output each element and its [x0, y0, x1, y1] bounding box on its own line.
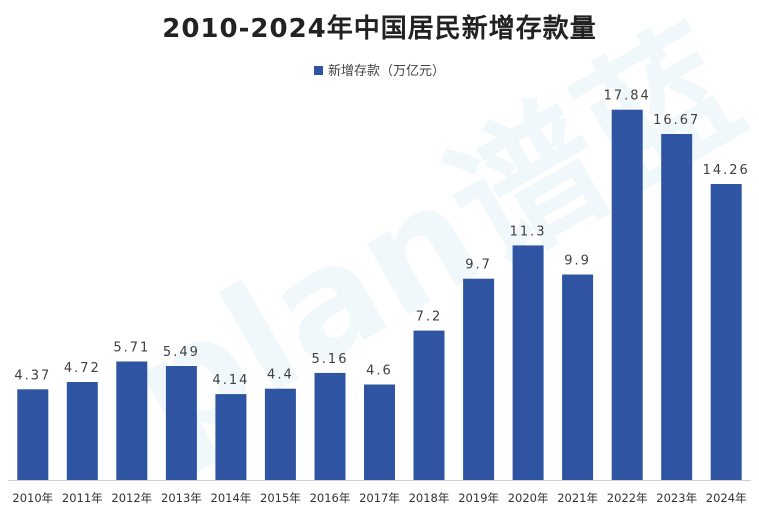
bar-2023年	[661, 134, 693, 480]
bar-2018年	[413, 330, 445, 480]
data-label: 4.37	[14, 368, 51, 383]
bar-2012年	[116, 361, 148, 480]
x-tick-label: 2022年	[607, 491, 648, 505]
data-label: 7.2	[416, 310, 443, 325]
bar-2011年	[66, 382, 98, 480]
data-label: 17.84	[604, 89, 651, 104]
x-tick-label: 2020年	[508, 491, 549, 505]
x-tick-label: 2017年	[359, 491, 400, 505]
x-tick-label: 2016年	[310, 491, 351, 505]
x-tick-label: 2019年	[458, 491, 499, 505]
x-tick-label: 2011年	[62, 491, 103, 505]
bar-2014年	[215, 394, 247, 480]
data-label: 5.49	[163, 345, 200, 360]
x-tick-label: 2015年	[260, 491, 301, 505]
chart-title: 2010-2024年中国居民新增存款量	[162, 14, 597, 44]
data-label: 9.7	[465, 258, 492, 273]
data-label: 14.26	[703, 163, 750, 178]
x-tick-label: 2012年	[111, 491, 152, 505]
x-tick-label: 2018年	[409, 491, 450, 505]
bar-2010年	[17, 389, 49, 480]
data-label: 5.71	[113, 341, 150, 356]
bar-2015年	[264, 388, 296, 480]
x-tick-label: 2021年	[557, 491, 598, 505]
data-label: 9.9	[564, 254, 591, 269]
bar-2020年	[512, 245, 544, 480]
x-tick-label: 2010年	[12, 491, 53, 505]
bar-2016年	[314, 372, 346, 480]
data-label: 4.6	[366, 364, 393, 379]
x-tick-label: 2013年	[161, 491, 202, 505]
data-label: 11.3	[510, 224, 547, 239]
data-label: 4.4	[267, 368, 294, 383]
bar-2024年	[710, 184, 742, 480]
legend-label: 新增存款（万亿元）	[327, 64, 445, 79]
bar-2021年	[562, 274, 594, 480]
data-label: 16.67	[653, 113, 700, 128]
data-label: 4.14	[212, 373, 249, 388]
legend-swatch	[313, 66, 323, 75]
bar-2022年	[611, 109, 643, 480]
x-tick-label: 2014年	[211, 491, 252, 505]
data-label: 4.72	[64, 361, 101, 376]
x-tick-label: 2024年	[706, 491, 747, 505]
bar-2017年	[364, 384, 395, 480]
x-tick-label: 2023年	[656, 491, 697, 505]
data-label: 5.16	[312, 352, 349, 367]
bar-2019年	[463, 278, 495, 480]
legend: 新增存款（万亿元）	[0, 60, 759, 79]
bar-2013年	[165, 366, 197, 480]
